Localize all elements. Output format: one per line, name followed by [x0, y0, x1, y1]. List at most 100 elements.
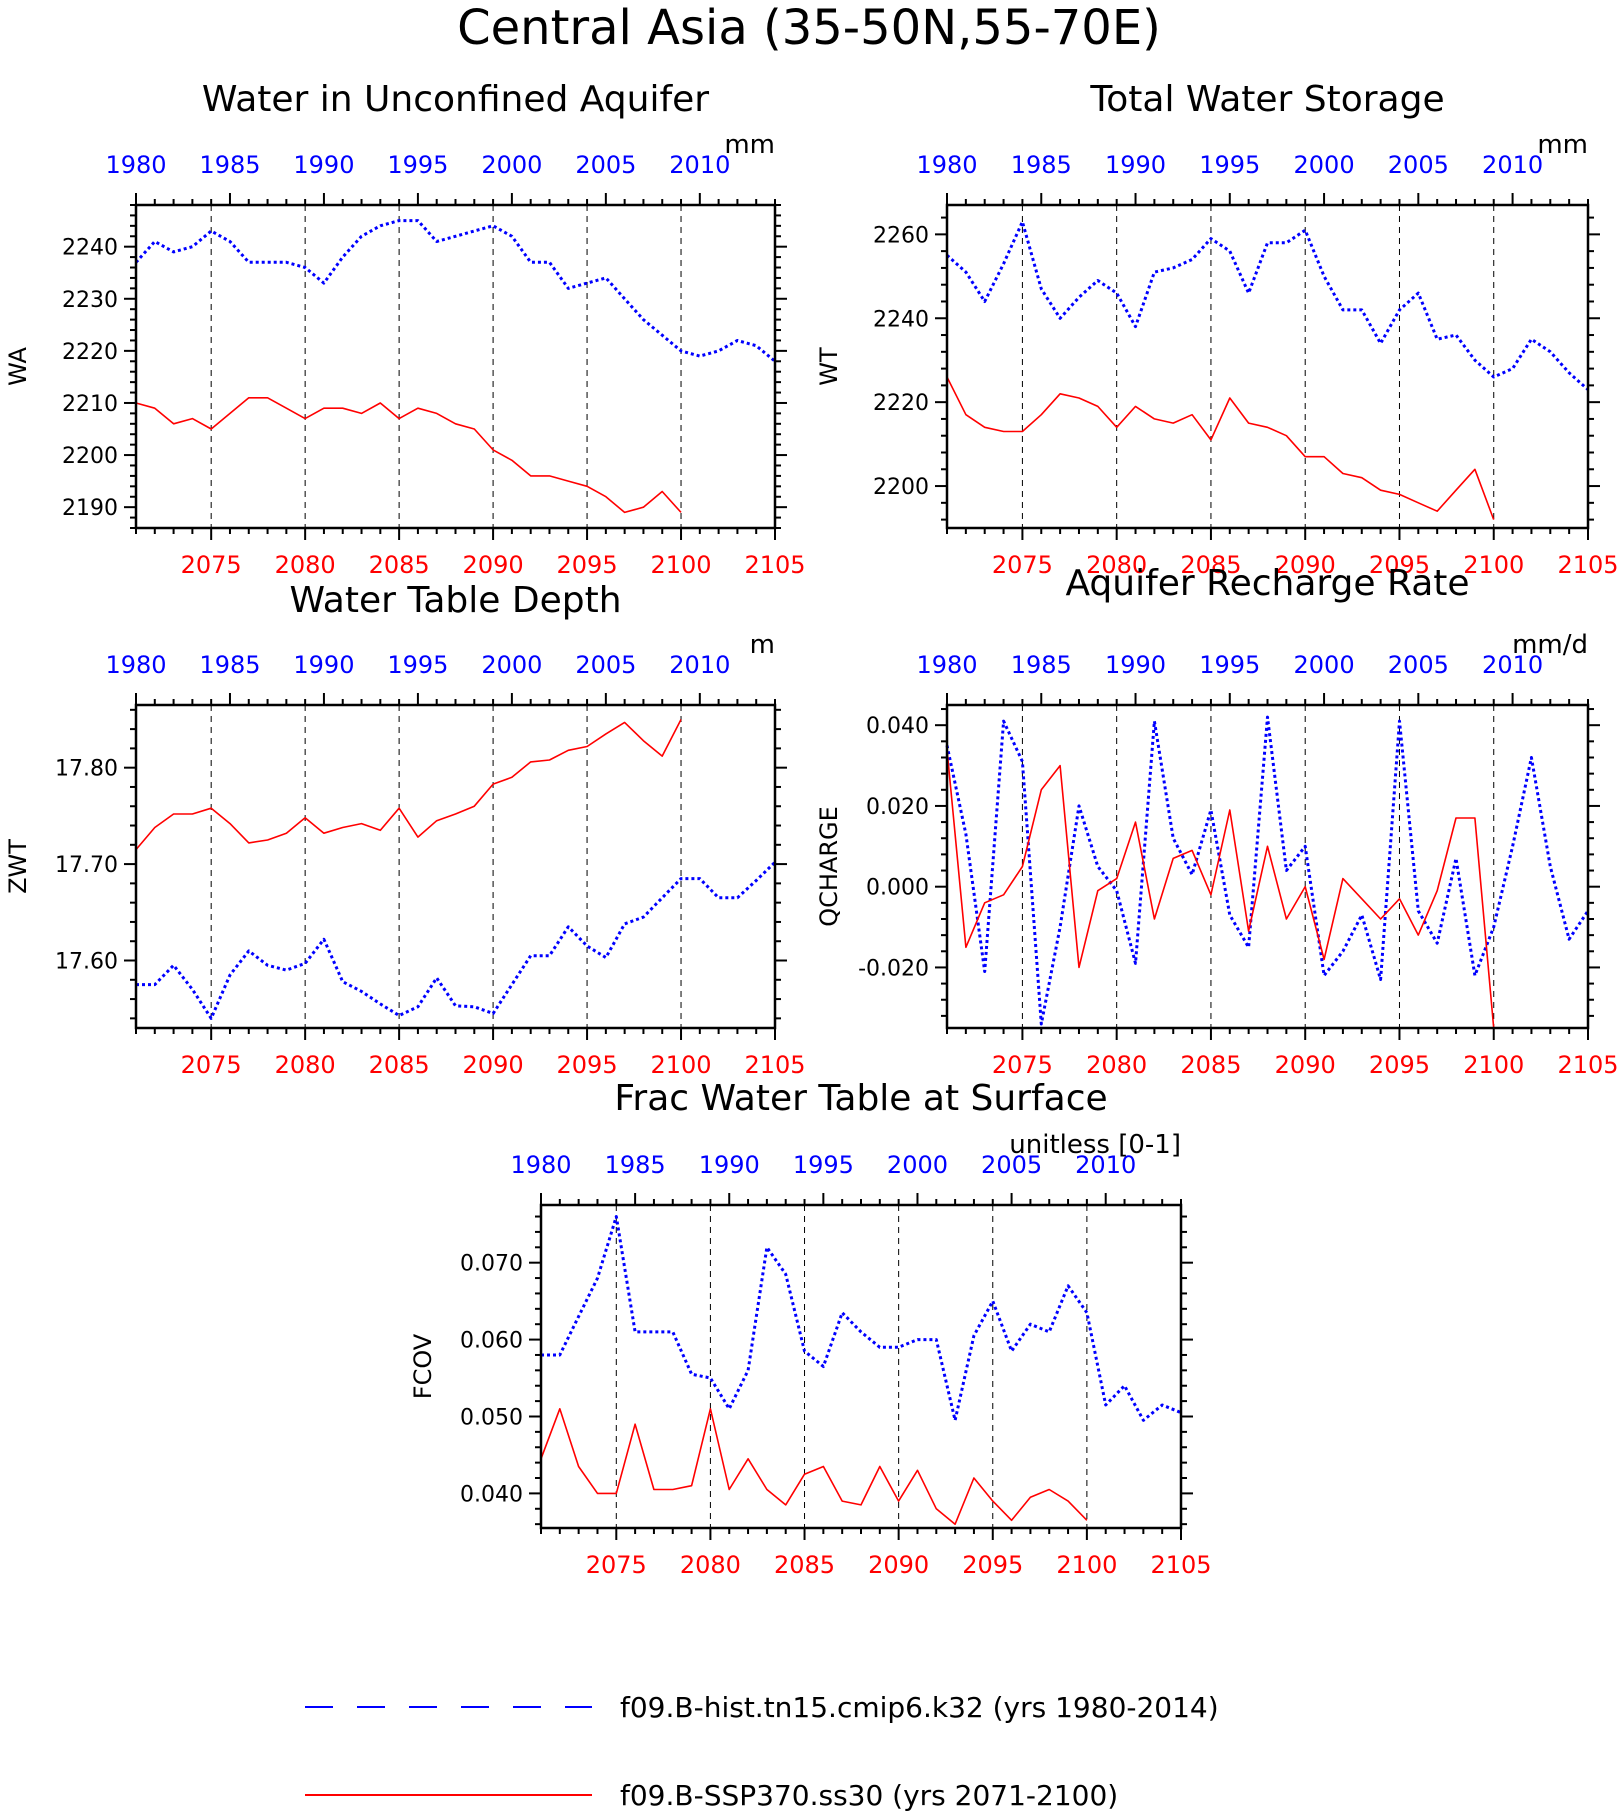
bottom-tick-label: 2095: [1369, 1051, 1430, 1079]
y-axis-label: QCHARGE: [815, 806, 843, 927]
y-tick-label: 0.040: [866, 714, 929, 739]
bottom-tick-label: 2085: [774, 1551, 835, 1579]
bottom-tick-label: 2105: [1557, 551, 1618, 579]
bottom-tick-label: 2100: [650, 1051, 711, 1079]
y-tick-label: 2240: [873, 307, 929, 332]
plot-frame: [539, 1203, 1183, 1530]
bottom-tick-label: 2075: [992, 1051, 1053, 1079]
series-line-hist: [136, 861, 777, 1020]
panel-title: Water Table Depth: [289, 580, 621, 621]
y-axis-label: WT: [815, 347, 843, 386]
top-tick-label: 1995: [387, 651, 448, 679]
y-tick-label: 2240: [62, 236, 118, 261]
series-line-hist: [946, 220, 1589, 391]
top-tick-label: 2000: [481, 151, 542, 179]
top-tick-label: 1985: [605, 1151, 666, 1179]
y-tick-label: 17.60: [55, 950, 118, 975]
bottom-tick-label: 2080: [1086, 551, 1147, 579]
bottom-tick-label: 2105: [744, 551, 805, 579]
y-tick-label: 2220: [873, 391, 929, 416]
panel-title: Aquifer Recharge Rate: [1065, 563, 1469, 604]
top-tick-label: 2010: [1075, 1151, 1136, 1179]
top-tick-label: 2010: [669, 151, 730, 179]
y-tick-label: 0.040: [460, 1482, 523, 1507]
legend: f09.B-hist.tn15.cmip6.k32 (yrs 1980-2014…: [305, 1691, 1219, 1811]
bottom-tick-label: 2100: [1056, 1551, 1117, 1579]
bottom-tick-label: 2105: [1557, 1051, 1618, 1079]
y-tick-label: 2200: [873, 475, 929, 500]
bottom-tick-label: 2100: [1463, 1051, 1524, 1079]
y-tick-label: 0.050: [460, 1405, 523, 1430]
series-line-ssp: [540, 1408, 1088, 1525]
bottom-tick-label: 2090: [868, 1551, 929, 1579]
y-tick-label: 2260: [873, 223, 929, 248]
plot-frame: [945, 203, 1590, 530]
bottom-tick-label: 2100: [1463, 551, 1524, 579]
bottom-tick-label: 2085: [369, 551, 430, 579]
top-tick-label: 1995: [1199, 151, 1260, 179]
top-tick-label: 1995: [387, 151, 448, 179]
panel-2: Total Water Storage mm WT 2075 2080 2085 2090 2…: [815, 79, 1618, 579]
top-tick-label: 2010: [669, 651, 730, 679]
top-tick-label: 1980: [916, 651, 977, 679]
y-tick-label: 2210: [62, 392, 118, 417]
bottom-tick-label: 2090: [1275, 1051, 1336, 1079]
legend-label-ssp: f09.B-SSP370.ss30 (yrs 2071-2100): [620, 1779, 1118, 1811]
y-axis-label: FCOV: [409, 1333, 437, 1399]
top-tick-label: 2000: [887, 1151, 948, 1179]
y-axis-label: ZWT: [4, 839, 32, 894]
bottom-tick-label: 2090: [1275, 551, 1336, 579]
top-tick-label: 2000: [1294, 151, 1355, 179]
panel-3: Water Table Depth m ZWT 2075 2080 2085 2090 209…: [4, 580, 806, 1079]
units-label: mm: [724, 130, 775, 160]
panel-4: Aquifer Recharge Rate mm/d QCHARGE 2075 2080…: [815, 563, 1618, 1079]
top-tick-label: 1990: [1105, 651, 1166, 679]
units-label: mm/d: [1512, 630, 1588, 660]
top-tick-label: 2005: [575, 651, 636, 679]
top-tick-label: 2005: [1388, 151, 1449, 179]
y-tick-label: 2190: [62, 496, 118, 521]
top-tick-label: 2005: [575, 151, 636, 179]
series-line-hist: [134, 219, 776, 363]
top-tick-label: 1990: [293, 151, 354, 179]
legend-label-hist: f09.B-hist.tn15.cmip6.k32 (yrs 1980-2014…: [620, 1691, 1219, 1724]
plot-frame: [134, 703, 777, 1030]
bottom-tick-label: 2105: [1150, 1551, 1211, 1579]
bottom-tick-label: 2075: [181, 551, 242, 579]
y-tick-label: 0.000: [866, 876, 929, 901]
top-tick-label: 1985: [1011, 651, 1072, 679]
y-tick-label: 17.80: [55, 757, 118, 782]
bottom-tick-label: 2080: [680, 1551, 741, 1579]
bottom-tick-label: 2080: [1086, 1051, 1147, 1079]
plot-frame: [134, 203, 777, 530]
top-tick-label: 1980: [510, 1151, 571, 1179]
y-tick-label: -0.020: [858, 956, 929, 981]
top-tick-label: 2010: [1482, 651, 1543, 679]
bottom-tick-label: 2075: [992, 551, 1053, 579]
top-tick-label: 1990: [1105, 151, 1166, 179]
bottom-tick-label: 2090: [463, 551, 524, 579]
y-tick-label: 2230: [62, 288, 118, 313]
top-tick-label: 2005: [981, 1151, 1042, 1179]
y-axis-label: WA: [4, 347, 32, 386]
series-line-ssp: [946, 376, 1495, 520]
panel-title: Water in Unconfined Aquifer: [202, 79, 709, 120]
top-tick-label: 1980: [916, 151, 977, 179]
bottom-tick-label: 2075: [586, 1551, 647, 1579]
top-tick-label: 2010: [1482, 151, 1543, 179]
units-label: m: [750, 630, 775, 660]
bottom-tick-label: 2080: [275, 1051, 336, 1079]
bottom-tick-label: 2095: [557, 1051, 618, 1079]
top-tick-label: 1990: [699, 1151, 760, 1179]
series-line-ssp: [135, 719, 682, 851]
plot-panels: Water in Unconfined Aquifer mm WA 2075 2080 2…: [4, 79, 1618, 1579]
bottom-tick-label: 2095: [962, 1551, 1023, 1579]
bottom-tick-label: 2075: [181, 1051, 242, 1079]
bottom-tick-label: 2085: [1180, 1051, 1241, 1079]
bottom-tick-label: 2080: [275, 551, 336, 579]
y-tick-label: 0.070: [460, 1252, 523, 1277]
panel-title: Total Water Storage: [1089, 79, 1444, 120]
bottom-tick-label: 2085: [1180, 551, 1241, 579]
